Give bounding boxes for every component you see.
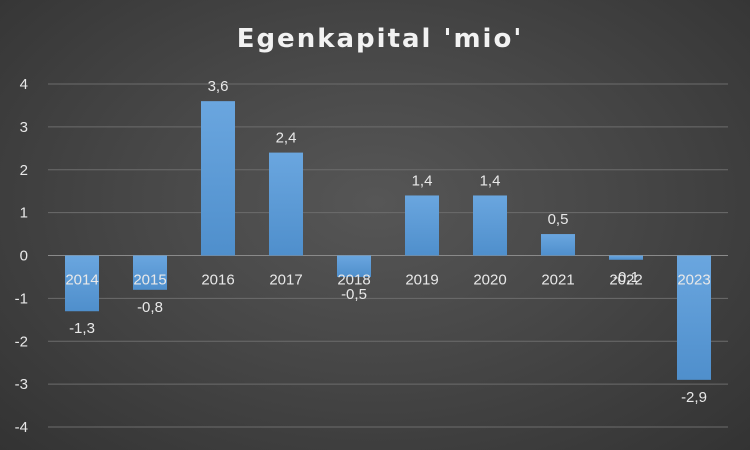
- data-label: -1,3: [69, 320, 95, 337]
- data-label: -0,5: [341, 286, 367, 303]
- data-label: 0,5: [548, 211, 569, 228]
- bar: [65, 255, 99, 312]
- bar: [201, 101, 235, 256]
- data-label: -0,1: [613, 269, 639, 286]
- y-tick-label: -4: [15, 419, 28, 436]
- y-tick-label: 1: [20, 205, 28, 222]
- bar: [609, 255, 643, 260]
- x-category-label: 2016: [201, 272, 234, 289]
- bar: [541, 234, 575, 256]
- bar: [473, 195, 507, 256]
- x-category-label: 2020: [473, 272, 506, 289]
- bar: [677, 255, 711, 380]
- x-category-label: 2022: [609, 272, 642, 289]
- bar: [405, 195, 439, 256]
- bar: [269, 152, 303, 256]
- data-labels: -1,3 -0,8 3,6 2,4 -0,5 1,4 1,4 0,5 -0,1 -2,9: [69, 78, 707, 406]
- data-label: 1,4: [412, 172, 433, 189]
- x-category-label: 2017: [269, 272, 302, 289]
- y-tick-label: 2: [20, 162, 28, 179]
- data-label: 3,6: [208, 78, 229, 95]
- data-label: 1,4: [480, 172, 501, 189]
- y-tick-label: -3: [15, 376, 28, 393]
- chart-title: Egenkapital 'mio': [237, 24, 524, 54]
- data-label: -0,8: [137, 299, 163, 316]
- y-tick-label: 0: [20, 248, 28, 265]
- y-tick-label: 3: [20, 119, 28, 136]
- x-category-label: 2015: [133, 272, 166, 289]
- bars: [65, 101, 711, 380]
- y-axis-ticks: -4 -3 -2 -1 0 1 2 3 4: [15, 76, 28, 436]
- x-category-label: 2023: [677, 272, 710, 289]
- y-tick-label: -2: [15, 333, 28, 350]
- x-axis-categories: 2014 2015 2016 2017 2018 2019 2020 2021 2022 2023: [65, 272, 710, 289]
- x-category-label: 2014: [65, 272, 98, 289]
- data-label: 2,4: [276, 130, 297, 147]
- x-category-label: 2019: [405, 272, 438, 289]
- y-tick-label: -1: [15, 290, 28, 307]
- data-label: -2,9: [681, 389, 707, 406]
- y-tick-label: 4: [20, 76, 28, 93]
- x-category-label: 2018: [337, 272, 370, 289]
- bar: [133, 255, 167, 290]
- bar: [337, 255, 371, 277]
- x-category-label: 2021: [541, 272, 574, 289]
